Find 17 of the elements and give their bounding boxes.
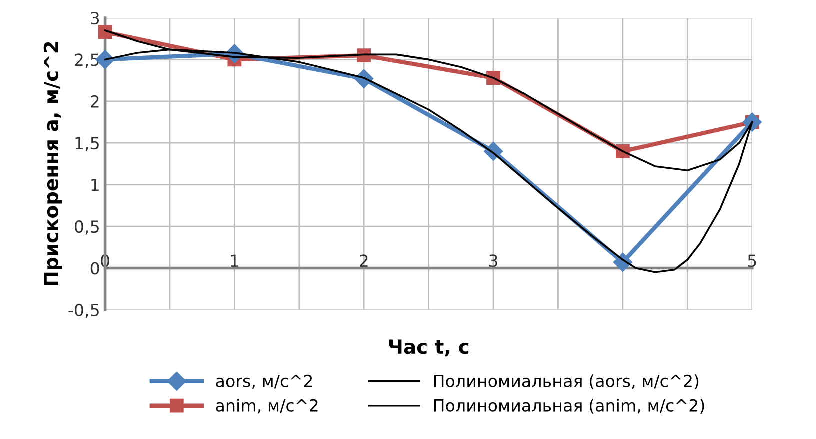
y-tick-label: 1,5 xyxy=(76,137,99,152)
x-tick-label: 5 xyxy=(748,254,756,268)
point xyxy=(98,25,112,40)
x-tick-label: 1 xyxy=(231,254,238,268)
y-tick-label: 2 xyxy=(91,95,99,108)
legend-label: anim, м/с^2 xyxy=(216,399,318,414)
x-tick-label: 2 xyxy=(360,254,368,268)
x-tick-label: 3 xyxy=(489,254,498,268)
y-axis-title: Прискорення a, м/с^2 xyxy=(44,42,62,286)
x-axis-title: Час t, с xyxy=(389,340,469,357)
y-tick-label: 0,5 xyxy=(74,220,99,235)
legend-label: aors, м/с^2 xyxy=(216,374,312,390)
legend-label: Полиномиальная (aors, м/с^2) xyxy=(434,374,699,390)
y-tick-label: 1 xyxy=(92,179,99,192)
y-tick-label: -0,5 xyxy=(68,304,99,318)
legend-label: Полиномиальная (anim, м/с^2) xyxy=(434,399,704,414)
y-tick-label: 3 xyxy=(91,12,100,25)
